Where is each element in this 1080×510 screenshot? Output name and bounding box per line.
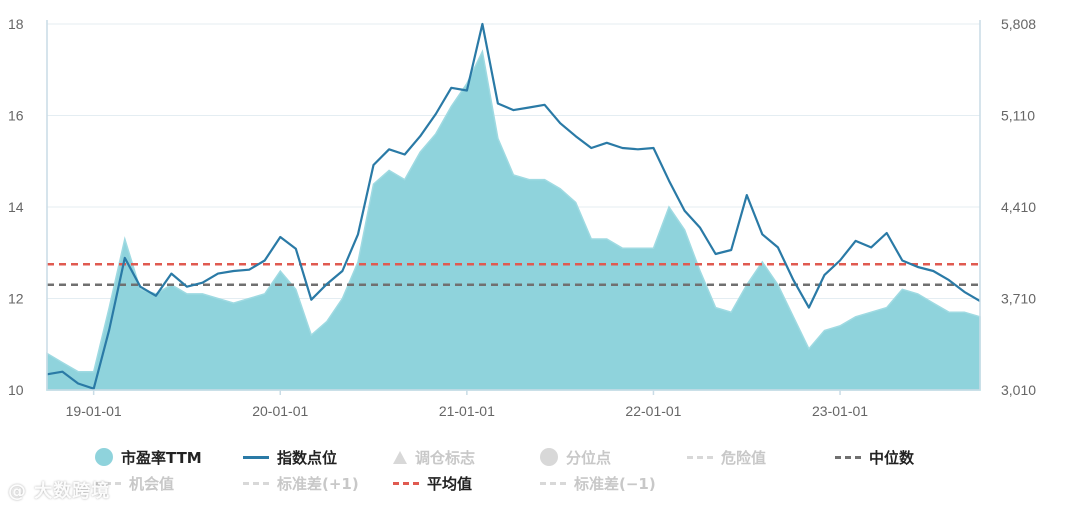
legend-pe-ttm[interactable]: 市盈率TTM (95, 446, 202, 468)
axes (46, 20, 981, 391)
x-axis-ticks: 19-01-01 20-01-01 21-01-01 22-01-01 23-01-01 (66, 390, 868, 419)
dash-icon (393, 481, 419, 485)
index-line (46, 22, 981, 390)
left-tick-label: 16 (8, 108, 24, 124)
left-axis-ticks: 10 12 14 16 18 (8, 16, 24, 398)
legend-std-plus[interactable]: 标准差(+1) (243, 472, 359, 494)
logo-icon: @ (8, 481, 27, 502)
watermark: @ 大数跨境 (8, 481, 111, 502)
dash-icon (243, 481, 269, 485)
right-axis-ticks: 3,010 3,710 4,410 5,110 5,808 (1001, 16, 1036, 398)
legend-std-minus[interactable]: 标准差(−1) (540, 472, 656, 494)
legend-rebalance[interactable]: 调仓标志 (393, 446, 475, 468)
x-tick-label: 19-01-01 (66, 403, 122, 419)
legend-mean[interactable]: 平均值 (393, 472, 472, 494)
legend-median[interactable]: 中位数 (835, 446, 914, 468)
triangle-icon (393, 450, 407, 464)
legend-opportunity[interactable]: 机会值 (95, 472, 174, 494)
right-tick-label: 3,710 (1001, 290, 1036, 306)
x-tick-label: 22-01-01 (625, 403, 681, 419)
left-tick-label: 14 (8, 199, 24, 215)
right-tick-label: 3,010 (1001, 382, 1036, 398)
pe-index-chart: 10 12 14 16 18 3,010 3,710 4,410 5,110 5,808 19-… (8, 16, 1036, 419)
legend-index[interactable]: 指数点位 (243, 446, 337, 468)
legend-percentile[interactable]: 分位点 (540, 446, 611, 468)
dash-icon (835, 455, 861, 459)
x-tick-label: 23-01-01 (812, 403, 868, 419)
line-icon (243, 455, 269, 459)
dash-icon (540, 481, 566, 485)
left-tick-label: 10 (8, 382, 24, 398)
pe-ttm-area (46, 49, 981, 391)
left-tick-label: 12 (8, 291, 24, 307)
legend-danger[interactable]: 危险值 (687, 446, 766, 468)
circle-icon (95, 448, 113, 466)
right-tick-label: 5,110 (1001, 107, 1035, 123)
x-tick-label: 21-01-01 (439, 403, 495, 419)
right-tick-label: 5,808 (1001, 16, 1036, 32)
circle-icon (540, 448, 558, 466)
left-tick-label: 18 (8, 16, 24, 32)
right-tick-label: 4,410 (1001, 199, 1036, 215)
dash-icon (687, 455, 713, 459)
x-tick-label: 20-01-01 (252, 403, 308, 419)
dash-icon (95, 481, 121, 485)
